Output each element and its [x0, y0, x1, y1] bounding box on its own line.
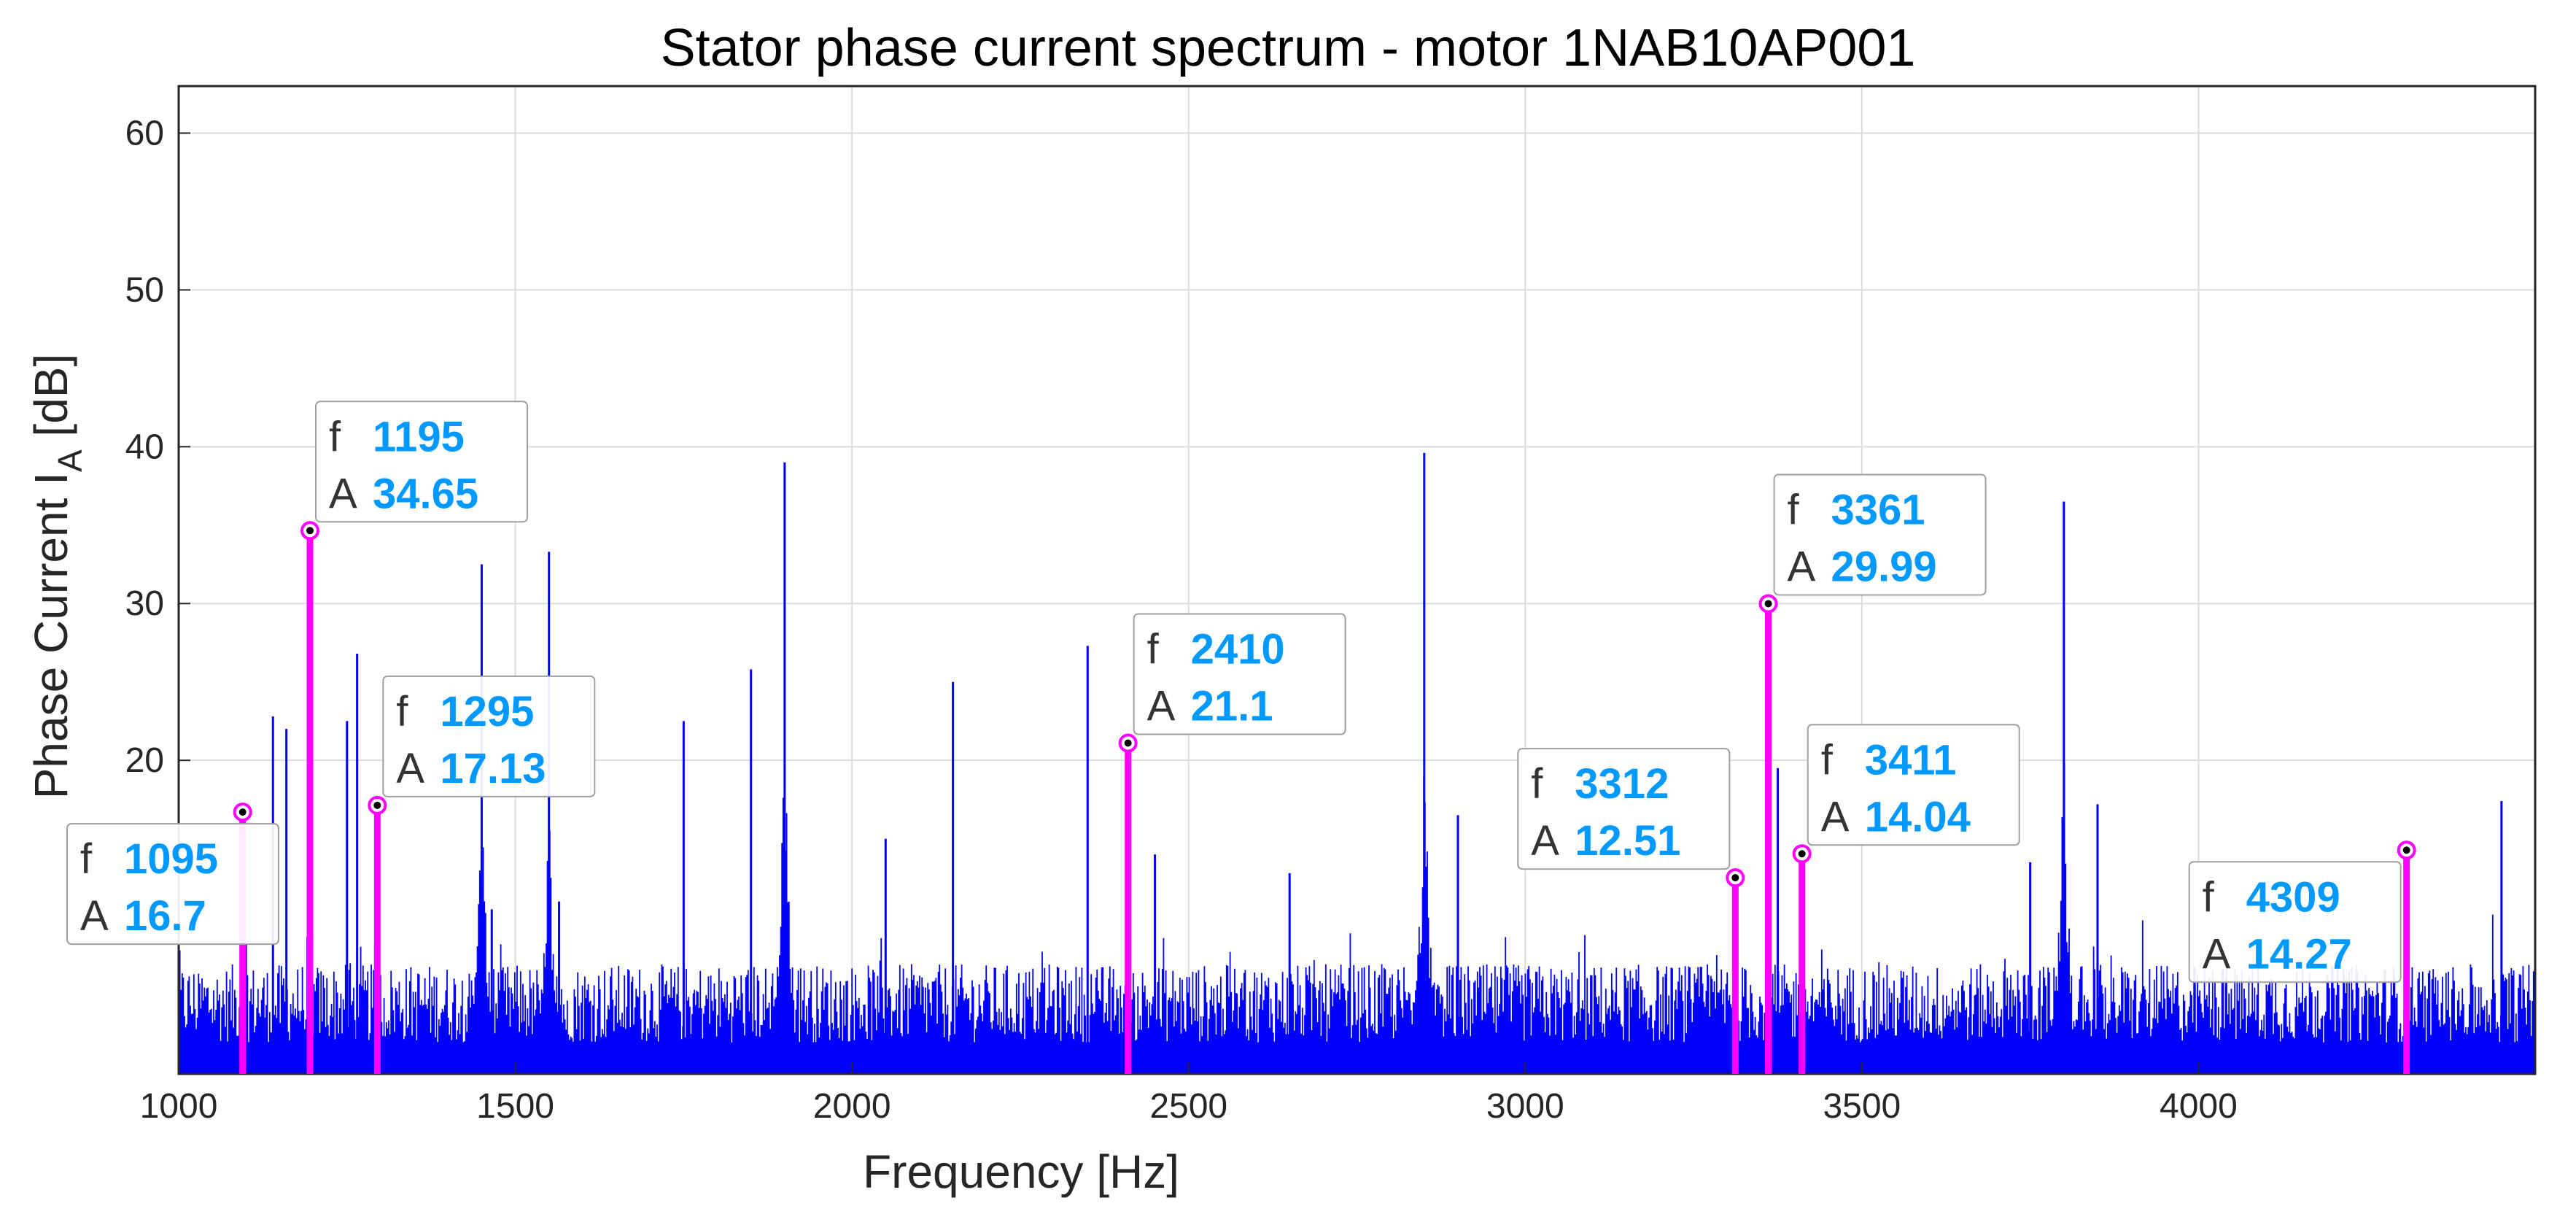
y-tick-label: 30 — [125, 584, 164, 623]
axes-box — [177, 85, 2537, 1075]
data-tip-f-key: f — [1147, 626, 1160, 673]
x-axis-label: Frequency [Hz] — [863, 1145, 1179, 1198]
data-tip-box — [1133, 613, 1346, 735]
data-tip-box — [2188, 861, 2402, 983]
marker-dot — [1124, 739, 1132, 747]
marker-dot — [1731, 874, 1739, 882]
data-tip-f-key: f — [1531, 760, 1543, 808]
data-tip-f-value: 1095 — [124, 835, 218, 883]
data-tip-box — [382, 675, 596, 797]
data-tip-A-key: A — [1788, 543, 1816, 590]
data-tip-box — [1773, 473, 1987, 596]
data-tip-A-key: A — [1531, 817, 1559, 865]
data-tip-f-value: 4309 — [2246, 873, 2340, 921]
data-tip-f-key: f — [329, 413, 341, 460]
marker-dot — [1798, 850, 1806, 858]
data-tip-A-value: 21.1 — [1191, 683, 1273, 730]
x-tick-label: 1000 — [140, 1087, 218, 1126]
data-tip-A-value: 12.51 — [1575, 817, 1680, 865]
marker-dot — [2402, 846, 2410, 854]
x-tick-label: 2500 — [1149, 1087, 1227, 1126]
data-tip-A-key: A — [1821, 793, 1850, 840]
data-tip-A-value: 17.13 — [440, 745, 546, 792]
x-tick-label: 2000 — [813, 1087, 891, 1126]
data-tip: f 3312 A 12.51 — [1517, 748, 1731, 870]
data-tip: f 1095 A 16.7 — [66, 823, 279, 946]
data-tip-A-key: A — [80, 892, 109, 940]
data-tip: f 1295 A 17.13 — [382, 675, 596, 797]
marker-dot — [373, 801, 381, 809]
data-tip-A-value: 14.04 — [1865, 793, 1971, 840]
chart-title: Stator phase current spectrum - motor 1N… — [661, 19, 1916, 77]
data-tip-box — [1807, 724, 2020, 846]
data-tip-f-value: 1295 — [440, 688, 534, 735]
data-tip: f 2410 A 21.1 — [1133, 613, 1346, 735]
data-tip-A-value: 34.65 — [373, 470, 478, 517]
x-tick-label: 1500 — [476, 1087, 554, 1126]
data-tip-f-key: f — [1821, 736, 1834, 784]
plot-background — [179, 86, 2535, 1074]
data-tip: f 4309 A 14.27 — [2188, 861, 2402, 983]
data-tip-f-key: f — [1788, 486, 1800, 533]
data-tip-A-value: 29.99 — [1831, 543, 1937, 590]
data-tip-f-key: f — [80, 835, 93, 883]
data-tip-box — [66, 823, 279, 946]
marker-dot — [238, 808, 247, 816]
data-tip-f-value: 3361 — [1831, 486, 1925, 533]
y-tick-label: 50 — [125, 271, 164, 309]
data-tip-f-value: 1195 — [373, 413, 465, 460]
data-tip-f-value: 3411 — [1865, 736, 1957, 784]
data-tip-box — [1517, 748, 1731, 870]
y-axis-label: Phase Current IA [dB] — [25, 354, 89, 800]
data-tip-f-value: 2410 — [1191, 626, 1285, 673]
data-tip-f-value: 3312 — [1575, 760, 1669, 808]
marker-dot — [306, 527, 314, 535]
data-tip-A-value: 14.27 — [2246, 930, 2352, 978]
data-tip-box — [315, 401, 529, 523]
marker-dot — [1764, 600, 1772, 608]
data-tip: f 3361 A 29.99 — [1773, 473, 1987, 596]
data-tip-A-key: A — [2203, 930, 2231, 978]
data-tip: f 3411 A 14.04 — [1807, 724, 2020, 846]
x-tick-label: 4000 — [2160, 1087, 2238, 1126]
y-tick-label: 40 — [125, 428, 164, 466]
x-tick-label: 3000 — [1486, 1087, 1564, 1126]
data-tip-A-key: A — [396, 745, 424, 792]
y-tick-label: 60 — [125, 114, 164, 152]
y-tick-label: 20 — [125, 741, 164, 780]
x-tick-label: 3500 — [1823, 1087, 1901, 1126]
data-tip: f 1195 A 34.65 — [315, 401, 529, 523]
data-tip-f-key: f — [2203, 873, 2215, 921]
data-tip-A-key: A — [329, 470, 357, 517]
data-tip-A-key: A — [1147, 683, 1176, 730]
data-tip-A-value: 16.7 — [124, 892, 206, 940]
data-tip-f-key: f — [396, 688, 408, 735]
